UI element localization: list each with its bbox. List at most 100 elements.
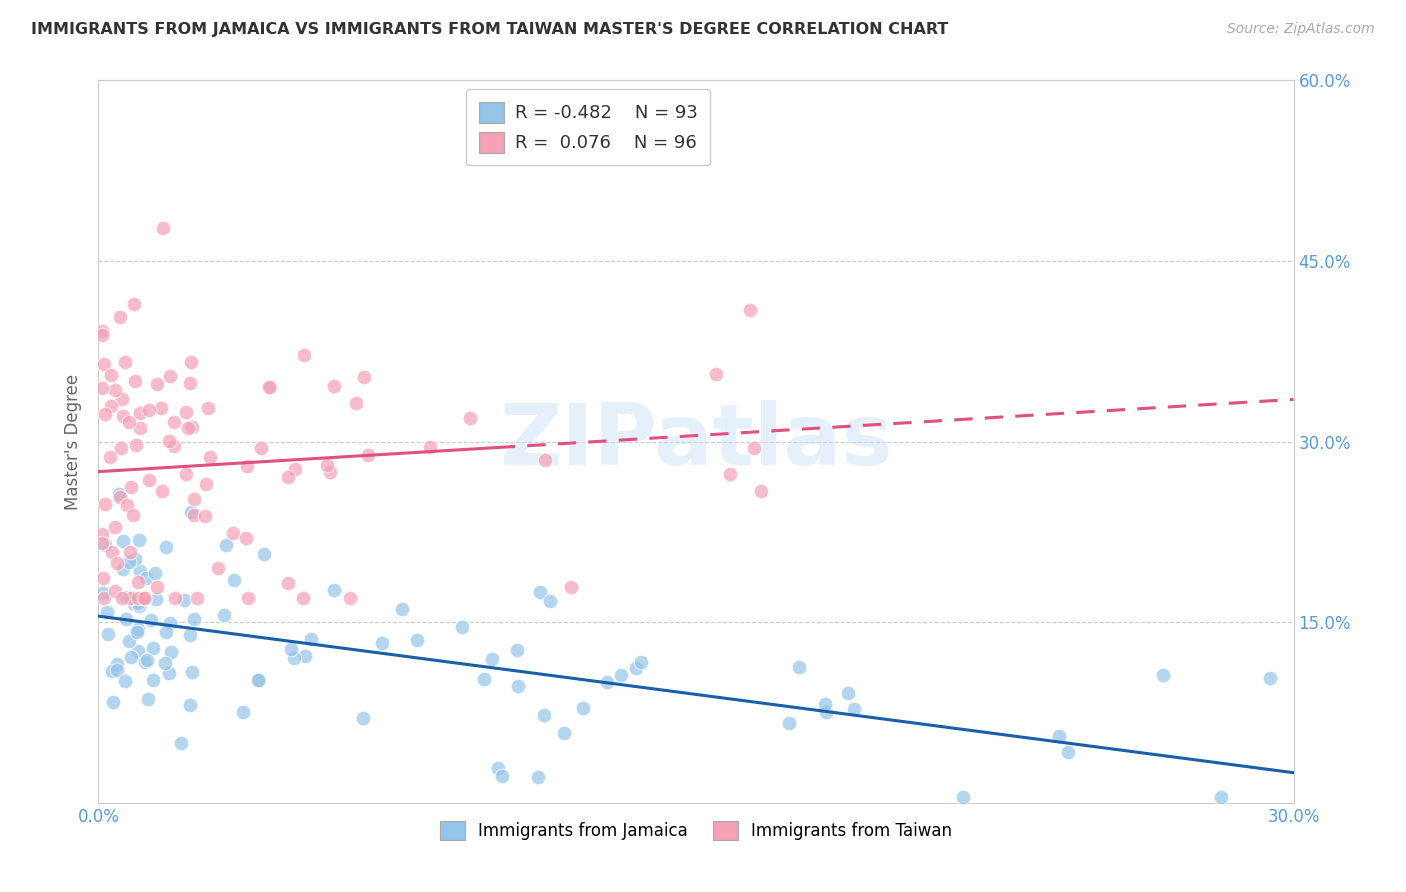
Point	[93, 357, 115, 371]
Point	[91, 586, 114, 600]
Point	[174, 467, 197, 481]
Point	[283, 651, 305, 665]
Point	[115, 498, 138, 512]
Point	[183, 491, 205, 506]
Point	[194, 508, 217, 523]
Point	[353, 370, 375, 384]
Point	[122, 508, 145, 522]
Point	[91, 381, 114, 395]
Point	[153, 657, 176, 671]
Point	[142, 673, 165, 687]
Point	[118, 415, 141, 429]
Point	[842, 702, 865, 716]
Point	[284, 462, 307, 476]
Point	[280, 641, 302, 656]
Point	[157, 666, 180, 681]
Point	[232, 705, 254, 719]
Point	[115, 612, 138, 626]
Point	[505, 643, 527, 657]
Point	[91, 324, 114, 338]
Point	[101, 545, 124, 559]
Point	[131, 591, 153, 605]
Point	[299, 632, 322, 646]
Y-axis label: Master's Degree: Master's Degree	[65, 374, 83, 509]
Point	[124, 438, 146, 452]
Point	[118, 545, 141, 559]
Point	[134, 655, 156, 669]
Point	[235, 532, 257, 546]
Point	[159, 645, 181, 659]
Point	[1057, 745, 1080, 759]
Text: Source: ZipAtlas.com: Source: ZipAtlas.com	[1227, 22, 1375, 37]
Point	[159, 434, 181, 448]
Point	[952, 789, 974, 804]
Point	[179, 376, 201, 390]
Point	[778, 715, 800, 730]
Point	[114, 590, 136, 604]
Point	[451, 620, 474, 634]
Point	[406, 633, 429, 648]
Point	[152, 220, 174, 235]
Point	[139, 613, 162, 627]
Point	[127, 622, 149, 636]
Point	[419, 440, 441, 454]
Point	[177, 420, 200, 434]
Point	[224, 573, 246, 587]
Point	[194, 477, 217, 491]
Point	[294, 648, 316, 663]
Point	[718, 467, 741, 481]
Point	[124, 375, 146, 389]
Point	[104, 520, 127, 534]
Point	[108, 487, 131, 501]
Point	[250, 442, 273, 456]
Text: ZIPatlas: ZIPatlas	[499, 400, 893, 483]
Legend: Immigrants from Jamaica, Immigrants from Taiwan: Immigrants from Jamaica, Immigrants from…	[432, 813, 960, 848]
Point	[110, 392, 132, 407]
Point	[179, 698, 201, 713]
Point	[527, 770, 550, 784]
Point	[117, 634, 139, 648]
Point	[292, 348, 315, 362]
Point	[391, 602, 413, 616]
Point	[159, 369, 181, 384]
Point	[352, 711, 374, 725]
Point	[173, 592, 195, 607]
Point	[138, 692, 160, 706]
Point	[236, 459, 259, 474]
Point	[100, 450, 122, 464]
Point	[143, 566, 166, 580]
Point	[596, 674, 619, 689]
Point	[533, 453, 555, 467]
Point	[105, 556, 128, 570]
Point	[125, 625, 148, 640]
Point	[1047, 729, 1070, 743]
Point	[277, 575, 299, 590]
Point	[103, 383, 125, 397]
Point	[814, 705, 837, 719]
Point	[121, 591, 143, 605]
Point	[142, 641, 165, 656]
Point	[128, 564, 150, 578]
Point	[93, 407, 115, 421]
Point	[626, 661, 648, 675]
Point	[247, 673, 270, 687]
Point	[100, 368, 122, 382]
Point	[163, 591, 186, 605]
Point	[120, 480, 142, 494]
Point	[159, 615, 181, 630]
Point	[120, 649, 142, 664]
Point	[259, 380, 281, 394]
Point	[136, 652, 159, 666]
Point	[371, 636, 394, 650]
Point	[609, 668, 631, 682]
Point	[323, 379, 346, 393]
Point	[742, 441, 765, 455]
Point	[127, 596, 149, 610]
Point	[105, 657, 128, 671]
Point	[112, 562, 135, 576]
Point	[1260, 671, 1282, 685]
Point	[146, 377, 169, 392]
Point	[197, 401, 219, 416]
Point	[127, 591, 149, 605]
Point	[207, 561, 229, 575]
